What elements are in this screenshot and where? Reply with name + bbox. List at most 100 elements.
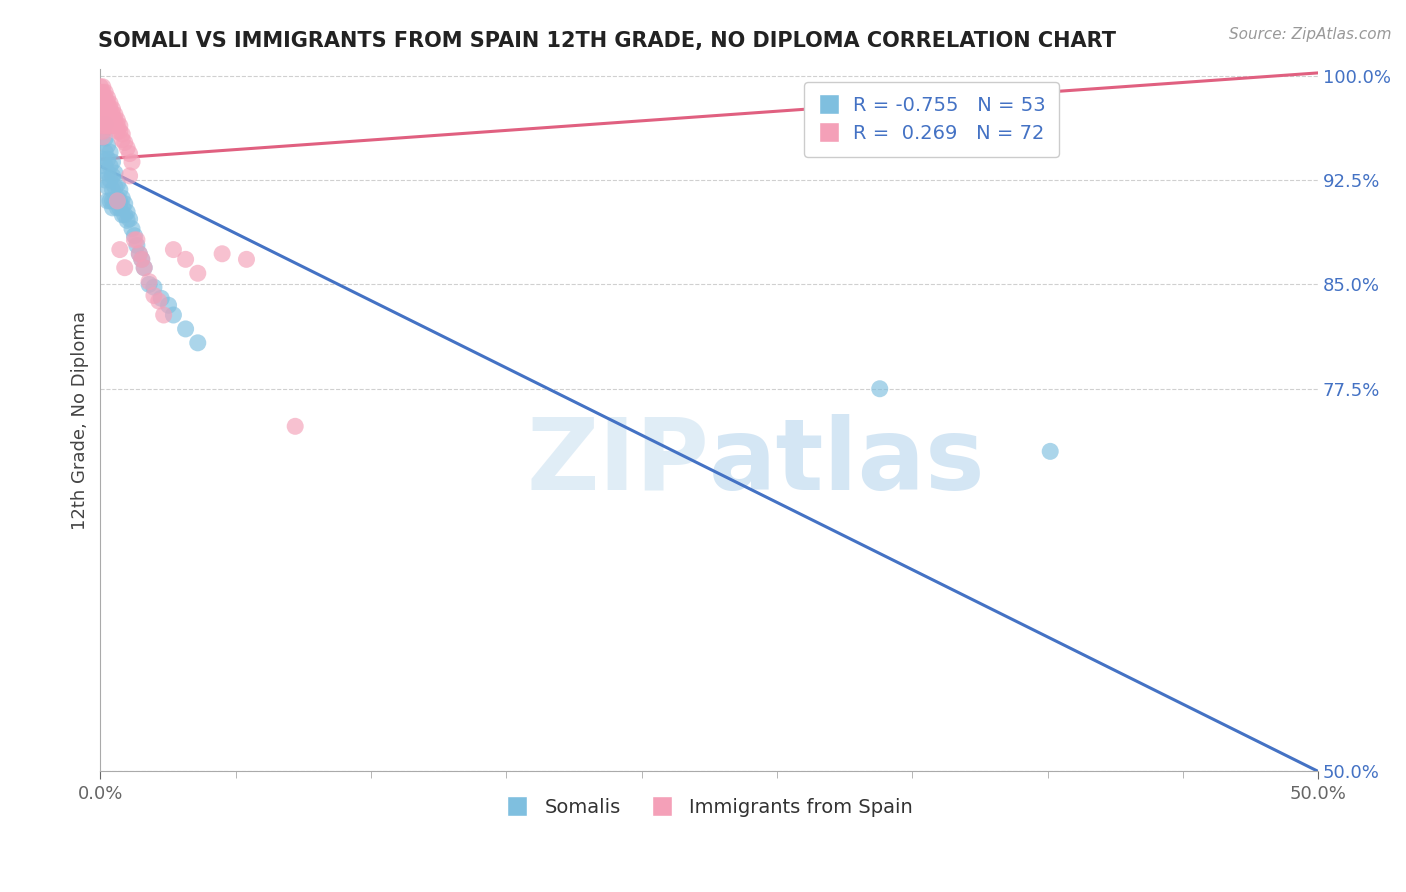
Point xyxy=(108,119,131,133)
Point xyxy=(98,113,121,128)
Point xyxy=(114,136,136,150)
Point xyxy=(97,113,120,128)
Point xyxy=(101,119,124,133)
Point xyxy=(91,124,114,138)
Point xyxy=(98,102,121,116)
Point xyxy=(115,205,138,219)
Point xyxy=(105,113,128,128)
Text: ZIP: ZIP xyxy=(526,414,709,511)
Point xyxy=(235,252,257,267)
Point xyxy=(89,79,111,94)
Point xyxy=(94,102,117,116)
Point xyxy=(114,196,136,211)
Point xyxy=(104,119,127,133)
Point xyxy=(118,169,141,183)
Point xyxy=(91,79,114,94)
Point xyxy=(94,96,117,111)
Point xyxy=(128,247,150,261)
Point xyxy=(101,108,124,122)
Point xyxy=(162,308,184,322)
Point xyxy=(97,180,120,194)
Y-axis label: 12th Grade, No Diploma: 12th Grade, No Diploma xyxy=(72,310,89,530)
Point xyxy=(98,159,121,173)
Point xyxy=(97,91,120,105)
Point xyxy=(108,243,131,257)
Point xyxy=(91,102,114,116)
Point xyxy=(94,131,117,145)
Point xyxy=(114,208,136,222)
Point xyxy=(284,419,307,434)
Point xyxy=(94,91,117,105)
Point xyxy=(125,233,148,247)
Point xyxy=(118,212,141,227)
Point xyxy=(108,124,131,138)
Point xyxy=(105,178,128,192)
Point xyxy=(104,194,127,208)
Point xyxy=(150,291,173,305)
Point xyxy=(111,133,134,147)
Point xyxy=(174,252,197,267)
Point xyxy=(111,127,134,141)
Point xyxy=(98,194,121,208)
Point xyxy=(125,238,148,252)
Point xyxy=(101,155,124,169)
Point xyxy=(98,96,121,111)
Point xyxy=(97,102,120,116)
Point xyxy=(94,108,117,122)
Point xyxy=(98,145,121,160)
Point xyxy=(97,138,120,153)
Point xyxy=(114,260,136,275)
Point xyxy=(97,119,120,133)
Point xyxy=(111,208,134,222)
Text: Source: ZipAtlas.com: Source: ZipAtlas.com xyxy=(1229,27,1392,42)
Point xyxy=(174,322,197,336)
Text: atlas: atlas xyxy=(709,414,986,511)
Point xyxy=(124,233,146,247)
Point xyxy=(91,129,114,144)
Point xyxy=(105,201,128,215)
Point xyxy=(118,146,141,161)
Point xyxy=(869,382,891,396)
Point xyxy=(91,86,114,100)
Point xyxy=(115,141,138,155)
Point xyxy=(128,247,150,261)
Point xyxy=(94,117,117,131)
Point xyxy=(187,335,209,350)
Point xyxy=(101,183,124,197)
Point xyxy=(91,152,114,166)
Point xyxy=(131,252,153,267)
Point xyxy=(98,173,121,187)
Point xyxy=(134,260,156,275)
Text: SOMALI VS IMMIGRANTS FROM SPAIN 12TH GRADE, NO DIPLOMA CORRELATION CHART: SOMALI VS IMMIGRANTS FROM SPAIN 12TH GRA… xyxy=(98,31,1116,51)
Point xyxy=(104,180,127,194)
Point xyxy=(111,191,134,205)
Point xyxy=(91,108,114,122)
Point xyxy=(211,247,233,261)
Point xyxy=(89,108,111,122)
Point xyxy=(138,275,160,289)
Point xyxy=(89,96,111,111)
Point xyxy=(108,183,131,197)
Point xyxy=(105,119,128,133)
Point xyxy=(187,266,209,280)
Point xyxy=(108,194,131,208)
Point xyxy=(104,108,127,122)
Point xyxy=(97,108,120,122)
Point xyxy=(101,102,124,116)
Point xyxy=(148,294,170,309)
Point xyxy=(157,298,180,312)
Point xyxy=(94,145,117,160)
Point xyxy=(98,119,121,133)
Point xyxy=(91,113,114,128)
Point xyxy=(1039,444,1062,458)
Point xyxy=(97,194,120,208)
Point xyxy=(97,166,120,180)
Point xyxy=(101,194,124,208)
Legend: Somalis, Immigrants from Spain: Somalis, Immigrants from Spain xyxy=(498,790,921,825)
Point xyxy=(152,308,174,322)
Point xyxy=(101,113,124,128)
Point xyxy=(97,152,120,166)
Point xyxy=(108,201,131,215)
Point xyxy=(89,86,111,100)
Point xyxy=(115,213,138,227)
